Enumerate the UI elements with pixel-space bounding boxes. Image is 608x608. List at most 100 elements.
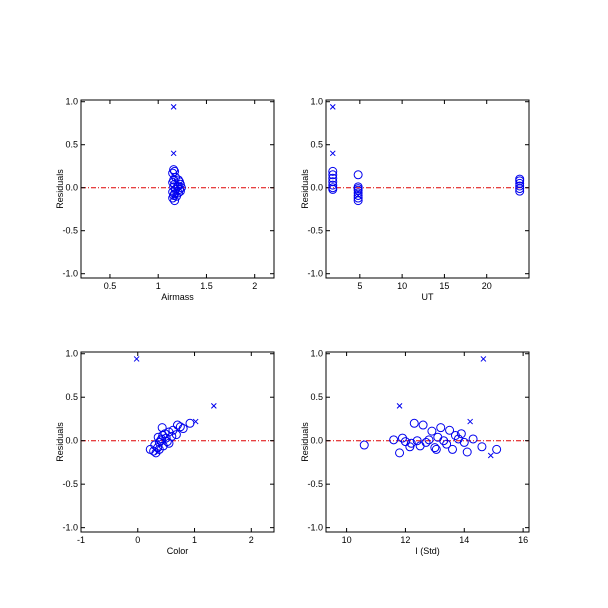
data-point-cross [171,193,178,200]
data-point-circle [185,418,195,428]
x-tick-label: -1 [77,535,85,545]
data-point-circle [424,435,434,445]
x-tick-label: 1 [192,535,197,545]
x-tick-label: 12 [400,535,410,545]
y-tick-label: 0.0 [310,183,323,193]
data-point-circle [173,182,182,192]
data-point-circle [328,184,338,194]
scatter-panel-3: 1.0 0.5 0.0 -0.5 -1.0 -1 0 1 2 Color Residuals [55,349,275,556]
y-tick-label: -1.0 [307,523,323,533]
data-point-circle [328,166,338,176]
data-point-cross [329,150,336,157]
plot-frame [80,99,275,279]
x-tick-label: 0 [135,535,140,545]
data-point-circle [409,418,419,428]
x-tick-label: 2 [249,535,254,545]
data-point-cross [170,104,177,110]
y-axis-label: Residuals [300,169,310,209]
x-tick-label: 5 [357,281,362,291]
x-axis-label: Airmass [161,292,194,302]
data-point-circle [175,422,185,432]
data-point-circle [418,420,428,430]
data-point-circle [395,448,405,458]
data-point-circle [162,437,172,447]
plot-frame [325,351,530,533]
x-tick-label: 15 [439,281,449,291]
data-point-circle [433,432,443,442]
y-tick-label: 0.0 [65,436,78,446]
data-point-circle [405,442,415,452]
data-point-circle [353,196,363,206]
y-axis-label: Residuals [55,169,65,209]
data-point-circle [468,434,478,444]
data-point-circle [397,433,407,443]
data-point-cross [154,449,161,455]
data-point-cross [170,150,177,157]
data-point-circle [389,435,399,445]
data-point-circle [515,186,525,196]
data-point-circle [328,180,338,190]
data-point-circle [167,431,177,441]
data-point-cross [355,192,361,199]
x-axis-label: UT [422,292,434,302]
data-point-cross [480,356,487,362]
data-point-circle [430,443,440,453]
x-tick-label: 1.5 [200,281,213,291]
data-point-circle [421,437,431,447]
y-tick-label: 1.0 [65,349,78,359]
data-point-circle [171,430,181,440]
data-point-circle [445,425,455,435]
data-point-circle [436,423,446,433]
y-tick-label: -1.0 [62,523,78,533]
y-tick-label: -0.5 [307,479,323,489]
data-point-circle [456,429,466,439]
x-tick-label: 1 [156,281,161,291]
data-point-cross [396,403,403,409]
scatter-panel-2: 1.0 0.5 0.0 -0.5 -1.0 5 10 15 20 UT Residuals [300,97,530,302]
y-tick-label: 0.5 [65,392,78,402]
y-tick-label: 0.5 [310,392,323,402]
data-point-circle [400,437,410,447]
data-point-cross [133,356,140,362]
y-axis-label: Residuals [300,422,310,462]
data-point-circle [157,423,167,433]
data-point-circle [173,175,183,185]
x-tick-label: 20 [482,281,492,291]
scatter-panel-4: 1.0 0.5 0.0 -0.5 -1.0 10 12 14 16 I (Std) Residual… [300,349,530,556]
plot-frame [80,351,275,533]
data-point-circle [175,179,185,189]
data-point-circle [431,444,441,454]
data-point-cross [192,418,199,425]
y-tick-label: 1.0 [310,97,323,107]
data-point-cross [487,452,494,459]
data-point-circle [477,442,487,452]
plot-frame [325,99,530,279]
y-tick-label: -0.5 [307,226,323,236]
x-tick-label: 0.5 [104,281,117,291]
data-point-cross [467,418,474,425]
data-point-circle [459,437,469,447]
x-tick-label: 14 [459,535,469,545]
data-point-circle [427,426,437,436]
y-tick-label: -1.0 [307,269,323,279]
data-point-circle [353,190,363,200]
data-point-circle [515,181,525,191]
data-point-circle [353,193,363,203]
data-point-circle [492,444,502,454]
data-point-cross [329,104,336,110]
data-point-circle [328,170,338,180]
data-point-circle [170,166,180,176]
y-tick-label: 0.5 [310,140,323,150]
y-tick-label: 0.0 [65,183,78,193]
y-tick-label: 0.5 [65,140,78,150]
data-point-circle [412,436,422,446]
x-tick-label: 2 [252,281,257,291]
y-tick-label: 1.0 [310,349,323,359]
x-axis-label: I (Std) [415,546,440,556]
y-tick-label: 1.0 [65,97,78,107]
data-point-circle [448,444,458,454]
scatter-panel-1: 1.0 0.5 0.0 -0.5 -1.0 0.5 1 1.5 2 Airmass Residual… [55,97,275,302]
x-tick-label: 10 [342,535,352,545]
x-tick-label: 10 [397,281,407,291]
